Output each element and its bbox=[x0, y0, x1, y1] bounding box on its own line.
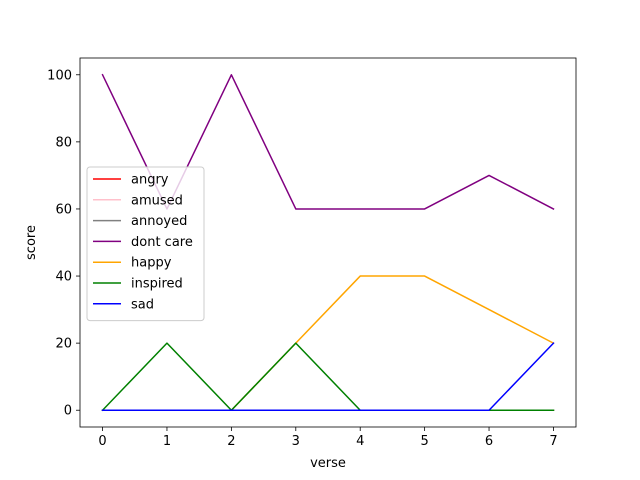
x-tick-label: 4 bbox=[356, 434, 364, 449]
legend-label: angry bbox=[131, 173, 169, 188]
x-axis-label: verse bbox=[310, 456, 346, 471]
y-tick-label: 80 bbox=[55, 135, 72, 150]
legend-label: annoyed bbox=[131, 214, 187, 229]
legend-label: amused bbox=[131, 193, 183, 208]
y-tick-label: 100 bbox=[47, 68, 72, 83]
x-tick-label: 0 bbox=[98, 434, 106, 449]
x-tick-label: 1 bbox=[163, 434, 171, 449]
legend-label: sad bbox=[131, 297, 154, 312]
y-tick-label: 60 bbox=[55, 202, 72, 217]
y-tick-label: 40 bbox=[55, 270, 72, 285]
y-axis-label: score bbox=[24, 225, 39, 260]
series-line-sad bbox=[101, 342, 555, 411]
plot-frame bbox=[79, 57, 577, 428]
x-tick-label: 5 bbox=[420, 434, 428, 449]
x-tick-label: 7 bbox=[549, 434, 557, 449]
legend-box bbox=[86, 166, 205, 322]
x-tick-label: 3 bbox=[292, 434, 300, 449]
y-tick-label: 20 bbox=[55, 337, 72, 352]
legend-label: inspired bbox=[131, 277, 183, 292]
legend-label: dont care bbox=[131, 235, 193, 250]
x-tick-label: 2 bbox=[227, 434, 235, 449]
legend: angry amused annoyed dont care happy inspired… bbox=[86, 166, 205, 322]
legend-label: happy bbox=[131, 256, 172, 271]
x-tick-label: 6 bbox=[485, 434, 493, 449]
y-tick-label: 0 bbox=[64, 404, 72, 419]
